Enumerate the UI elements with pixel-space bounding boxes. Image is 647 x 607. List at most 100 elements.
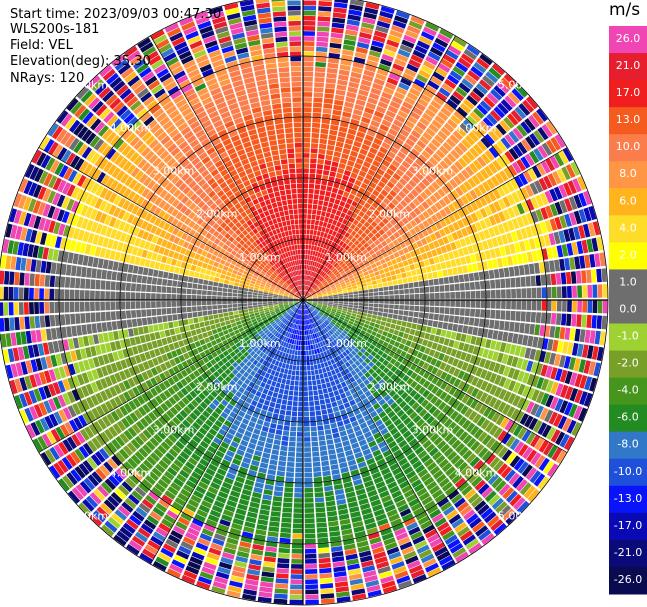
range-gate bbox=[331, 230, 337, 237]
range-gate bbox=[384, 304, 389, 309]
range-gate bbox=[493, 362, 501, 373]
range-gate bbox=[363, 293, 369, 297]
range-gate bbox=[362, 512, 374, 520]
range-gate bbox=[400, 338, 407, 345]
range-gate bbox=[303, 5, 317, 11]
range-gate bbox=[497, 401, 507, 413]
range-gate bbox=[371, 357, 378, 364]
range-gate bbox=[549, 326, 556, 338]
range-gate bbox=[251, 549, 264, 556]
range-gate bbox=[559, 369, 568, 383]
range-gate bbox=[351, 516, 363, 523]
range-gate bbox=[481, 486, 494, 499]
range-gate bbox=[322, 221, 328, 228]
range-gate bbox=[410, 363, 417, 371]
range-gate bbox=[280, 527, 291, 533]
range-gate bbox=[258, 467, 268, 474]
range-gate bbox=[465, 225, 473, 235]
range-gate bbox=[461, 485, 473, 496]
range-gate bbox=[455, 442, 466, 453]
range-gate bbox=[300, 350, 303, 356]
range-gate bbox=[367, 224, 374, 232]
range-gate bbox=[429, 419, 439, 428]
range-gate bbox=[303, 406, 309, 412]
range-gate bbox=[315, 308, 320, 312]
range-gate bbox=[336, 498, 347, 506]
range-gate bbox=[366, 435, 375, 443]
range-gate bbox=[312, 303, 317, 306]
range-gate bbox=[319, 311, 324, 315]
range-gate bbox=[332, 385, 338, 392]
range-gate bbox=[356, 258, 362, 264]
range-gate bbox=[230, 575, 244, 583]
range-gate bbox=[293, 513, 303, 519]
range-gate bbox=[328, 229, 334, 235]
range-gate bbox=[447, 45, 462, 56]
range-gate bbox=[315, 343, 319, 349]
range-gate bbox=[290, 380, 295, 386]
range-gate bbox=[488, 396, 498, 408]
range-gate bbox=[459, 431, 469, 442]
range-gate bbox=[404, 119, 415, 129]
range-gate bbox=[345, 553, 358, 561]
range-gate bbox=[285, 342, 289, 348]
range-gate bbox=[533, 130, 545, 144]
range-gate bbox=[543, 175, 553, 189]
range-gate bbox=[215, 571, 230, 580]
range-gate bbox=[266, 536, 278, 543]
range-gate bbox=[409, 411, 418, 420]
range-gate bbox=[266, 379, 272, 385]
range-gate bbox=[303, 46, 315, 52]
range-gate bbox=[417, 396, 426, 405]
range-gate bbox=[399, 541, 413, 551]
range-gate bbox=[495, 480, 507, 493]
range-gate bbox=[381, 53, 394, 62]
range-gate bbox=[578, 359, 586, 373]
range-gate bbox=[384, 205, 392, 214]
range-gate bbox=[327, 325, 332, 330]
range-gate bbox=[431, 513, 444, 524]
range-gate bbox=[423, 425, 432, 435]
range-gate bbox=[316, 291, 322, 295]
range-gate bbox=[478, 529, 492, 541]
range-gate bbox=[447, 396, 457, 407]
range-gate bbox=[304, 462, 312, 468]
range-gate bbox=[505, 490, 518, 503]
range-gate bbox=[428, 257, 435, 265]
range-gate bbox=[284, 415, 291, 421]
range-gate bbox=[293, 391, 299, 396]
range-gate bbox=[443, 447, 454, 458]
range-gate bbox=[400, 199, 408, 208]
range-gate bbox=[540, 364, 548, 377]
range-gate bbox=[565, 271, 572, 285]
range-gate bbox=[411, 162, 421, 171]
range-gate bbox=[455, 258, 462, 266]
range-gate bbox=[326, 263, 332, 269]
range-gate bbox=[345, 355, 351, 361]
range-gate bbox=[593, 362, 601, 377]
range-gate bbox=[326, 403, 332, 409]
range-gate bbox=[500, 99, 513, 112]
range-gate bbox=[401, 39, 415, 49]
range-gate bbox=[363, 139, 372, 147]
range-gate bbox=[369, 334, 375, 340]
range-gate bbox=[256, 419, 264, 426]
range-gate bbox=[283, 389, 289, 395]
range-gate bbox=[410, 569, 425, 579]
range-gate bbox=[322, 367, 327, 373]
range-gate bbox=[270, 454, 279, 461]
range-gate bbox=[367, 55, 380, 63]
range-gate bbox=[313, 245, 317, 251]
range-gate bbox=[313, 272, 317, 278]
range-gate bbox=[387, 105, 399, 114]
range-gate bbox=[327, 304, 333, 306]
range-gate bbox=[308, 324, 311, 330]
range-gate bbox=[336, 596, 351, 603]
range-gate bbox=[458, 342, 465, 351]
range-gate bbox=[306, 330, 309, 335]
range-gate bbox=[413, 144, 424, 153]
range-gate bbox=[300, 355, 303, 361]
range-gate bbox=[535, 194, 544, 208]
range-gate bbox=[341, 272, 347, 277]
range-gate bbox=[341, 249, 347, 255]
